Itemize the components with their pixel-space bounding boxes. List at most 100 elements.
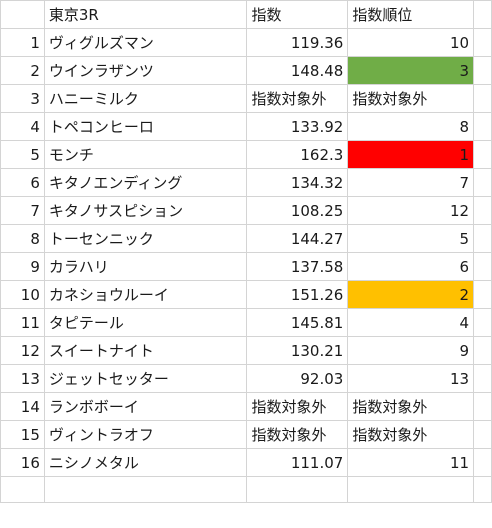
index-cell[interactable]: 指数対象外 (246, 420, 349, 449)
row-number[interactable]: 13 (0, 364, 45, 393)
horse-name-cell[interactable]: ウインラザンツ (43, 56, 248, 85)
horse-name-cell[interactable]: ニシノメタル (43, 448, 248, 477)
horse-name-cell[interactable]: ヴィグルズマン (43, 28, 248, 57)
header-index[interactable]: 指数 (246, 0, 349, 29)
horse-name-cell[interactable]: ジェットセッター (43, 364, 248, 393)
header-rank[interactable]: 指数順位 (347, 0, 475, 29)
row-number[interactable]: 1 (0, 28, 45, 57)
horse-name-cell[interactable]: ハニーミルク (43, 84, 248, 113)
horse-name-cell[interactable]: キタノエンディング (43, 168, 248, 197)
rank-cell[interactable]: 10 (347, 28, 475, 57)
rank-cell[interactable]: 3 (347, 56, 475, 85)
empty-cell[interactable] (473, 84, 492, 113)
empty-cell[interactable] (43, 476, 248, 503)
index-cell[interactable]: 119.36 (246, 28, 349, 57)
index-cell[interactable]: 134.32 (246, 168, 349, 197)
horse-name-cell[interactable]: カラハリ (43, 252, 248, 281)
rank-cell[interactable]: 9 (347, 336, 475, 365)
rank-cell[interactable]: 指数対象外 (347, 392, 475, 421)
index-cell[interactable]: 108.25 (246, 196, 349, 225)
empty-cell[interactable] (473, 252, 492, 281)
empty-row (0, 476, 492, 503)
table-row: 4 トペコンヒーロ 133.92 8 (0, 112, 492, 141)
rank-cell[interactable]: 7 (347, 168, 475, 197)
empty-cell[interactable] (473, 140, 492, 169)
corner-cell[interactable] (0, 0, 45, 29)
rank-cell[interactable]: 8 (347, 112, 475, 141)
empty-cell[interactable] (246, 476, 349, 503)
empty-cell[interactable] (473, 308, 492, 337)
empty-cell[interactable] (473, 56, 492, 85)
rank-cell[interactable]: 12 (347, 196, 475, 225)
index-cell[interactable]: 133.92 (246, 112, 349, 141)
table-row: 2 ウインラザンツ 148.48 3 (0, 56, 492, 85)
index-cell[interactable]: 130.21 (246, 336, 349, 365)
empty-cell[interactable] (473, 448, 492, 477)
index-cell[interactable]: 151.26 (246, 280, 349, 309)
empty-cell[interactable] (473, 112, 492, 141)
row-number[interactable]: 12 (0, 336, 45, 365)
index-cell[interactable]: 145.81 (246, 308, 349, 337)
empty-cell[interactable] (473, 0, 492, 29)
horse-name-cell[interactable]: モンチ (43, 140, 248, 169)
row-number[interactable]: 14 (0, 392, 45, 421)
index-cell[interactable]: 162.3 (246, 140, 349, 169)
index-cell[interactable]: 144.27 (246, 224, 349, 253)
rank-cell[interactable]: 1 (347, 140, 475, 169)
empty-cell[interactable] (473, 476, 492, 503)
table-row: 8 トーセンニック 144.27 5 (0, 224, 492, 253)
header-race[interactable]: 東京3R (43, 0, 248, 29)
row-number[interactable]: 15 (0, 420, 45, 449)
row-number[interactable]: 11 (0, 308, 45, 337)
rank-cell[interactable]: 6 (347, 252, 475, 281)
empty-cell[interactable] (347, 476, 475, 503)
horse-name-cell[interactable]: スイートナイト (43, 336, 248, 365)
table-row: 13 ジェットセッター 92.03 13 (0, 364, 492, 393)
rank-cell[interactable]: 指数対象外 (347, 84, 475, 113)
empty-cell[interactable] (473, 196, 492, 225)
index-cell[interactable]: 148.48 (246, 56, 349, 85)
empty-cell[interactable] (473, 364, 492, 393)
row-number[interactable]: 10 (0, 280, 45, 309)
horse-name-cell[interactable]: ランボボーイ (43, 392, 248, 421)
row-number[interactable]: 3 (0, 84, 45, 113)
header-row: 東京3R 指数 指数順位 (0, 0, 492, 29)
row-number[interactable]: 16 (0, 448, 45, 477)
table-row: 15 ヴィントラオフ 指数対象外 指数対象外 (0, 420, 492, 449)
empty-cell[interactable] (473, 420, 492, 449)
horse-name-cell[interactable]: トペコンヒーロ (43, 112, 248, 141)
index-cell[interactable]: 137.58 (246, 252, 349, 281)
index-cell[interactable]: 指数対象外 (246, 392, 349, 421)
row-number[interactable]: 6 (0, 168, 45, 197)
rank-cell[interactable]: 4 (347, 308, 475, 337)
row-number[interactable]: 8 (0, 224, 45, 253)
index-cell[interactable]: 指数対象外 (246, 84, 349, 113)
empty-cell[interactable] (0, 476, 45, 503)
table-row: 9 カラハリ 137.58 6 (0, 252, 492, 281)
empty-cell[interactable] (473, 28, 492, 57)
empty-cell[interactable] (473, 224, 492, 253)
table-row: 1 ヴィグルズマン 119.36 10 (0, 28, 492, 57)
empty-cell[interactable] (473, 336, 492, 365)
horse-name-cell[interactable]: キタノサスピション (43, 196, 248, 225)
index-cell[interactable]: 92.03 (246, 364, 349, 393)
row-number[interactable]: 7 (0, 196, 45, 225)
horse-name-cell[interactable]: トーセンニック (43, 224, 248, 253)
rank-cell[interactable]: 2 (347, 280, 475, 309)
row-number[interactable]: 9 (0, 252, 45, 281)
rank-cell[interactable]: 13 (347, 364, 475, 393)
empty-cell[interactable] (473, 280, 492, 309)
horse-name-cell[interactable]: ヴィントラオフ (43, 420, 248, 449)
rank-cell[interactable]: 11 (347, 448, 475, 477)
index-cell[interactable]: 111.07 (246, 448, 349, 477)
horse-name-cell[interactable]: タピテール (43, 308, 248, 337)
horse-name-cell[interactable]: カネショウルーイ (43, 280, 248, 309)
empty-cell[interactable] (473, 168, 492, 197)
row-number[interactable]: 5 (0, 140, 45, 169)
empty-cell[interactable] (473, 392, 492, 421)
row-number[interactable]: 2 (0, 56, 45, 85)
rank-cell[interactable]: 5 (347, 224, 475, 253)
row-number[interactable]: 4 (0, 112, 45, 141)
rank-cell[interactable]: 指数対象外 (347, 420, 475, 449)
